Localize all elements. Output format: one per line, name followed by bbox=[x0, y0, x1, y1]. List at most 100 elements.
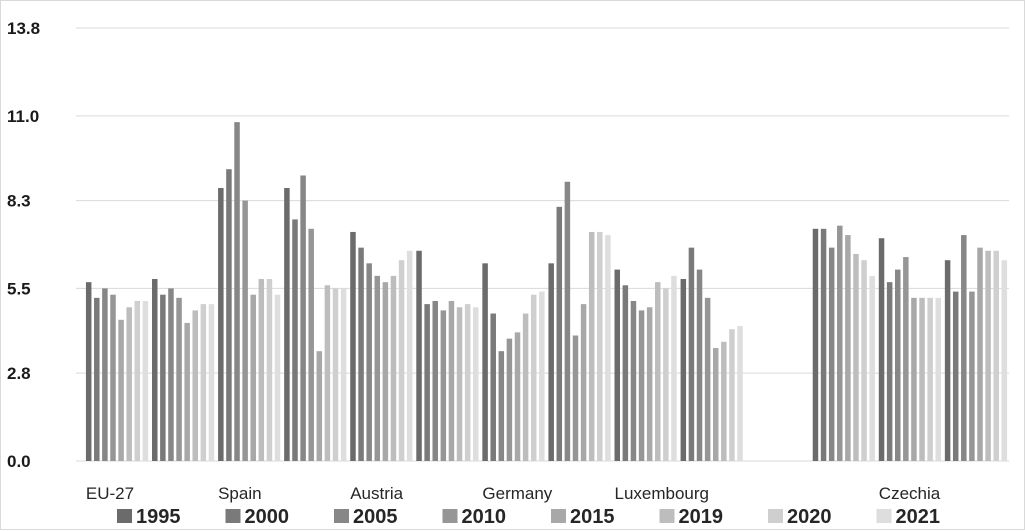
bar-2015 bbox=[316, 351, 323, 461]
bar-1995 bbox=[416, 250, 422, 461]
bar-2010 bbox=[704, 297, 711, 461]
bar-2005 bbox=[696, 269, 703, 461]
bar-2010 bbox=[903, 257, 909, 461]
bar-2020 bbox=[861, 260, 867, 461]
bar-2000 bbox=[820, 228, 827, 461]
bar-2020 bbox=[464, 304, 471, 461]
bar-2010 bbox=[572, 335, 579, 461]
bar-2019 bbox=[985, 250, 991, 461]
bar-2010 bbox=[242, 200, 248, 461]
bar-2005 bbox=[432, 300, 438, 461]
legend-label: 2021 bbox=[896, 506, 941, 528]
bar-2000 bbox=[952, 291, 959, 461]
y-axis-ticks: 0.0 2.8 5.5 8.3 11.0 13.8 bbox=[7, 19, 40, 471]
bar-2000 bbox=[226, 169, 232, 461]
bar-2021 bbox=[737, 326, 743, 461]
bar-2010 bbox=[506, 338, 513, 461]
bar-2021 bbox=[274, 294, 281, 461]
bar-2015 bbox=[514, 332, 521, 461]
legend-label: 2019 bbox=[679, 506, 724, 528]
bar-2000 bbox=[424, 304, 430, 461]
bar-2000 bbox=[886, 282, 893, 461]
legend-swatch bbox=[334, 509, 349, 523]
bar-2019 bbox=[522, 313, 529, 461]
legend-label: 2015 bbox=[570, 506, 615, 528]
y-tick-label: 2.8 bbox=[7, 364, 31, 383]
legend-label: 2000 bbox=[245, 506, 290, 528]
bar-2010 bbox=[308, 228, 314, 461]
bar-2000 bbox=[688, 247, 695, 461]
x-category-label: Czechia bbox=[879, 484, 941, 503]
bar-2005 bbox=[102, 288, 108, 461]
bar-2019 bbox=[655, 282, 661, 461]
legend-label: 2005 bbox=[353, 506, 398, 528]
bar-2010 bbox=[969, 291, 975, 461]
bar-2020 bbox=[332, 288, 339, 461]
bar-2010 bbox=[837, 225, 843, 461]
legend-label: 2020 bbox=[787, 506, 832, 528]
legend-label: 2010 bbox=[462, 506, 507, 528]
bar-2019 bbox=[126, 307, 132, 461]
bar-1995 bbox=[614, 269, 621, 461]
bar-2021 bbox=[935, 297, 941, 461]
bar-2021 bbox=[472, 307, 479, 461]
bar-1995 bbox=[85, 282, 92, 461]
legend: 1995 2000 2005 2010 2015 2019 2020 2021 bbox=[117, 506, 940, 528]
bar-2015 bbox=[448, 300, 455, 461]
bar-2005 bbox=[630, 300, 637, 461]
bar-1995 bbox=[284, 188, 290, 461]
bar-2000 bbox=[358, 247, 364, 461]
bar-2000 bbox=[556, 206, 563, 461]
bar-1995 bbox=[812, 228, 819, 461]
bar-2020 bbox=[266, 279, 273, 461]
bar-2005 bbox=[498, 351, 505, 461]
bar-2015 bbox=[712, 348, 719, 461]
bar-2005 bbox=[961, 235, 967, 461]
bar-2015 bbox=[580, 304, 587, 461]
bar-2021 bbox=[208, 304, 215, 461]
bar-2005 bbox=[234, 122, 240, 461]
bar-2010 bbox=[110, 294, 116, 461]
bar-2020 bbox=[663, 288, 669, 461]
y-tick-label: 8.3 bbox=[7, 192, 31, 211]
bar-2020 bbox=[398, 260, 405, 461]
bar-2010 bbox=[374, 275, 381, 461]
bar-2015 bbox=[118, 319, 124, 461]
bar-2020 bbox=[927, 297, 933, 461]
bar-2015 bbox=[977, 247, 983, 461]
bar-2021 bbox=[142, 300, 149, 461]
bar-2000 bbox=[292, 219, 298, 461]
bar-2019 bbox=[258, 279, 265, 461]
y-tick-label: 13.8 bbox=[7, 19, 40, 38]
bar-2021 bbox=[406, 250, 413, 461]
bar-1995 bbox=[944, 260, 951, 461]
bar-2005 bbox=[168, 288, 174, 461]
bar-2015 bbox=[911, 297, 917, 461]
bar-2000 bbox=[490, 313, 496, 461]
bar-2020 bbox=[993, 250, 999, 461]
y-tick-label: 5.5 bbox=[7, 279, 31, 298]
bar-1995 bbox=[680, 279, 687, 461]
bar-2005 bbox=[366, 263, 372, 461]
bar-2021 bbox=[869, 275, 875, 461]
bar-2015 bbox=[184, 322, 190, 461]
bar-2019 bbox=[324, 285, 331, 461]
y-tick-label: 11.0 bbox=[7, 107, 39, 126]
x-category-label: EU-27 bbox=[86, 484, 134, 503]
legend-swatch bbox=[225, 509, 241, 523]
bar-2021 bbox=[671, 275, 677, 461]
legend-swatch bbox=[551, 509, 566, 523]
bar-2021 bbox=[1001, 260, 1008, 461]
bar-2019 bbox=[721, 341, 727, 461]
legend-swatch bbox=[117, 509, 132, 523]
bar-2020 bbox=[134, 300, 141, 461]
x-category-label: Spain bbox=[218, 484, 261, 503]
bar-1995 bbox=[482, 263, 488, 461]
x-axis-categories: EU-27 Spain Austria Germany Luxembourg Czechi… bbox=[86, 484, 941, 503]
bar-2005 bbox=[828, 247, 835, 461]
bar-2015 bbox=[646, 307, 653, 461]
legend-label: 1995 bbox=[136, 506, 181, 528]
bar-2010 bbox=[440, 310, 447, 461]
bar-2015 bbox=[845, 235, 851, 461]
